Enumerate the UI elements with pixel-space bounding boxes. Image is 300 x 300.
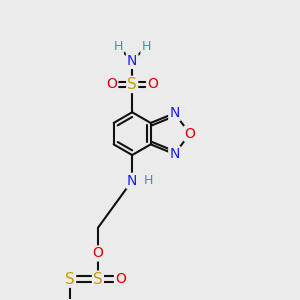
Text: O: O xyxy=(106,77,117,92)
Text: S: S xyxy=(127,77,137,92)
Text: O: O xyxy=(92,247,104,260)
Text: N: N xyxy=(127,54,137,68)
Text: N: N xyxy=(169,147,180,161)
Text: H: H xyxy=(141,40,151,53)
Text: H: H xyxy=(143,174,153,187)
Text: N: N xyxy=(169,106,180,120)
Text: S: S xyxy=(65,272,75,287)
Text: O: O xyxy=(184,127,195,141)
Text: O: O xyxy=(147,77,158,92)
Text: H: H xyxy=(114,40,123,53)
Text: S: S xyxy=(93,272,103,287)
Text: N: N xyxy=(127,174,137,188)
Text: O: O xyxy=(115,272,126,286)
